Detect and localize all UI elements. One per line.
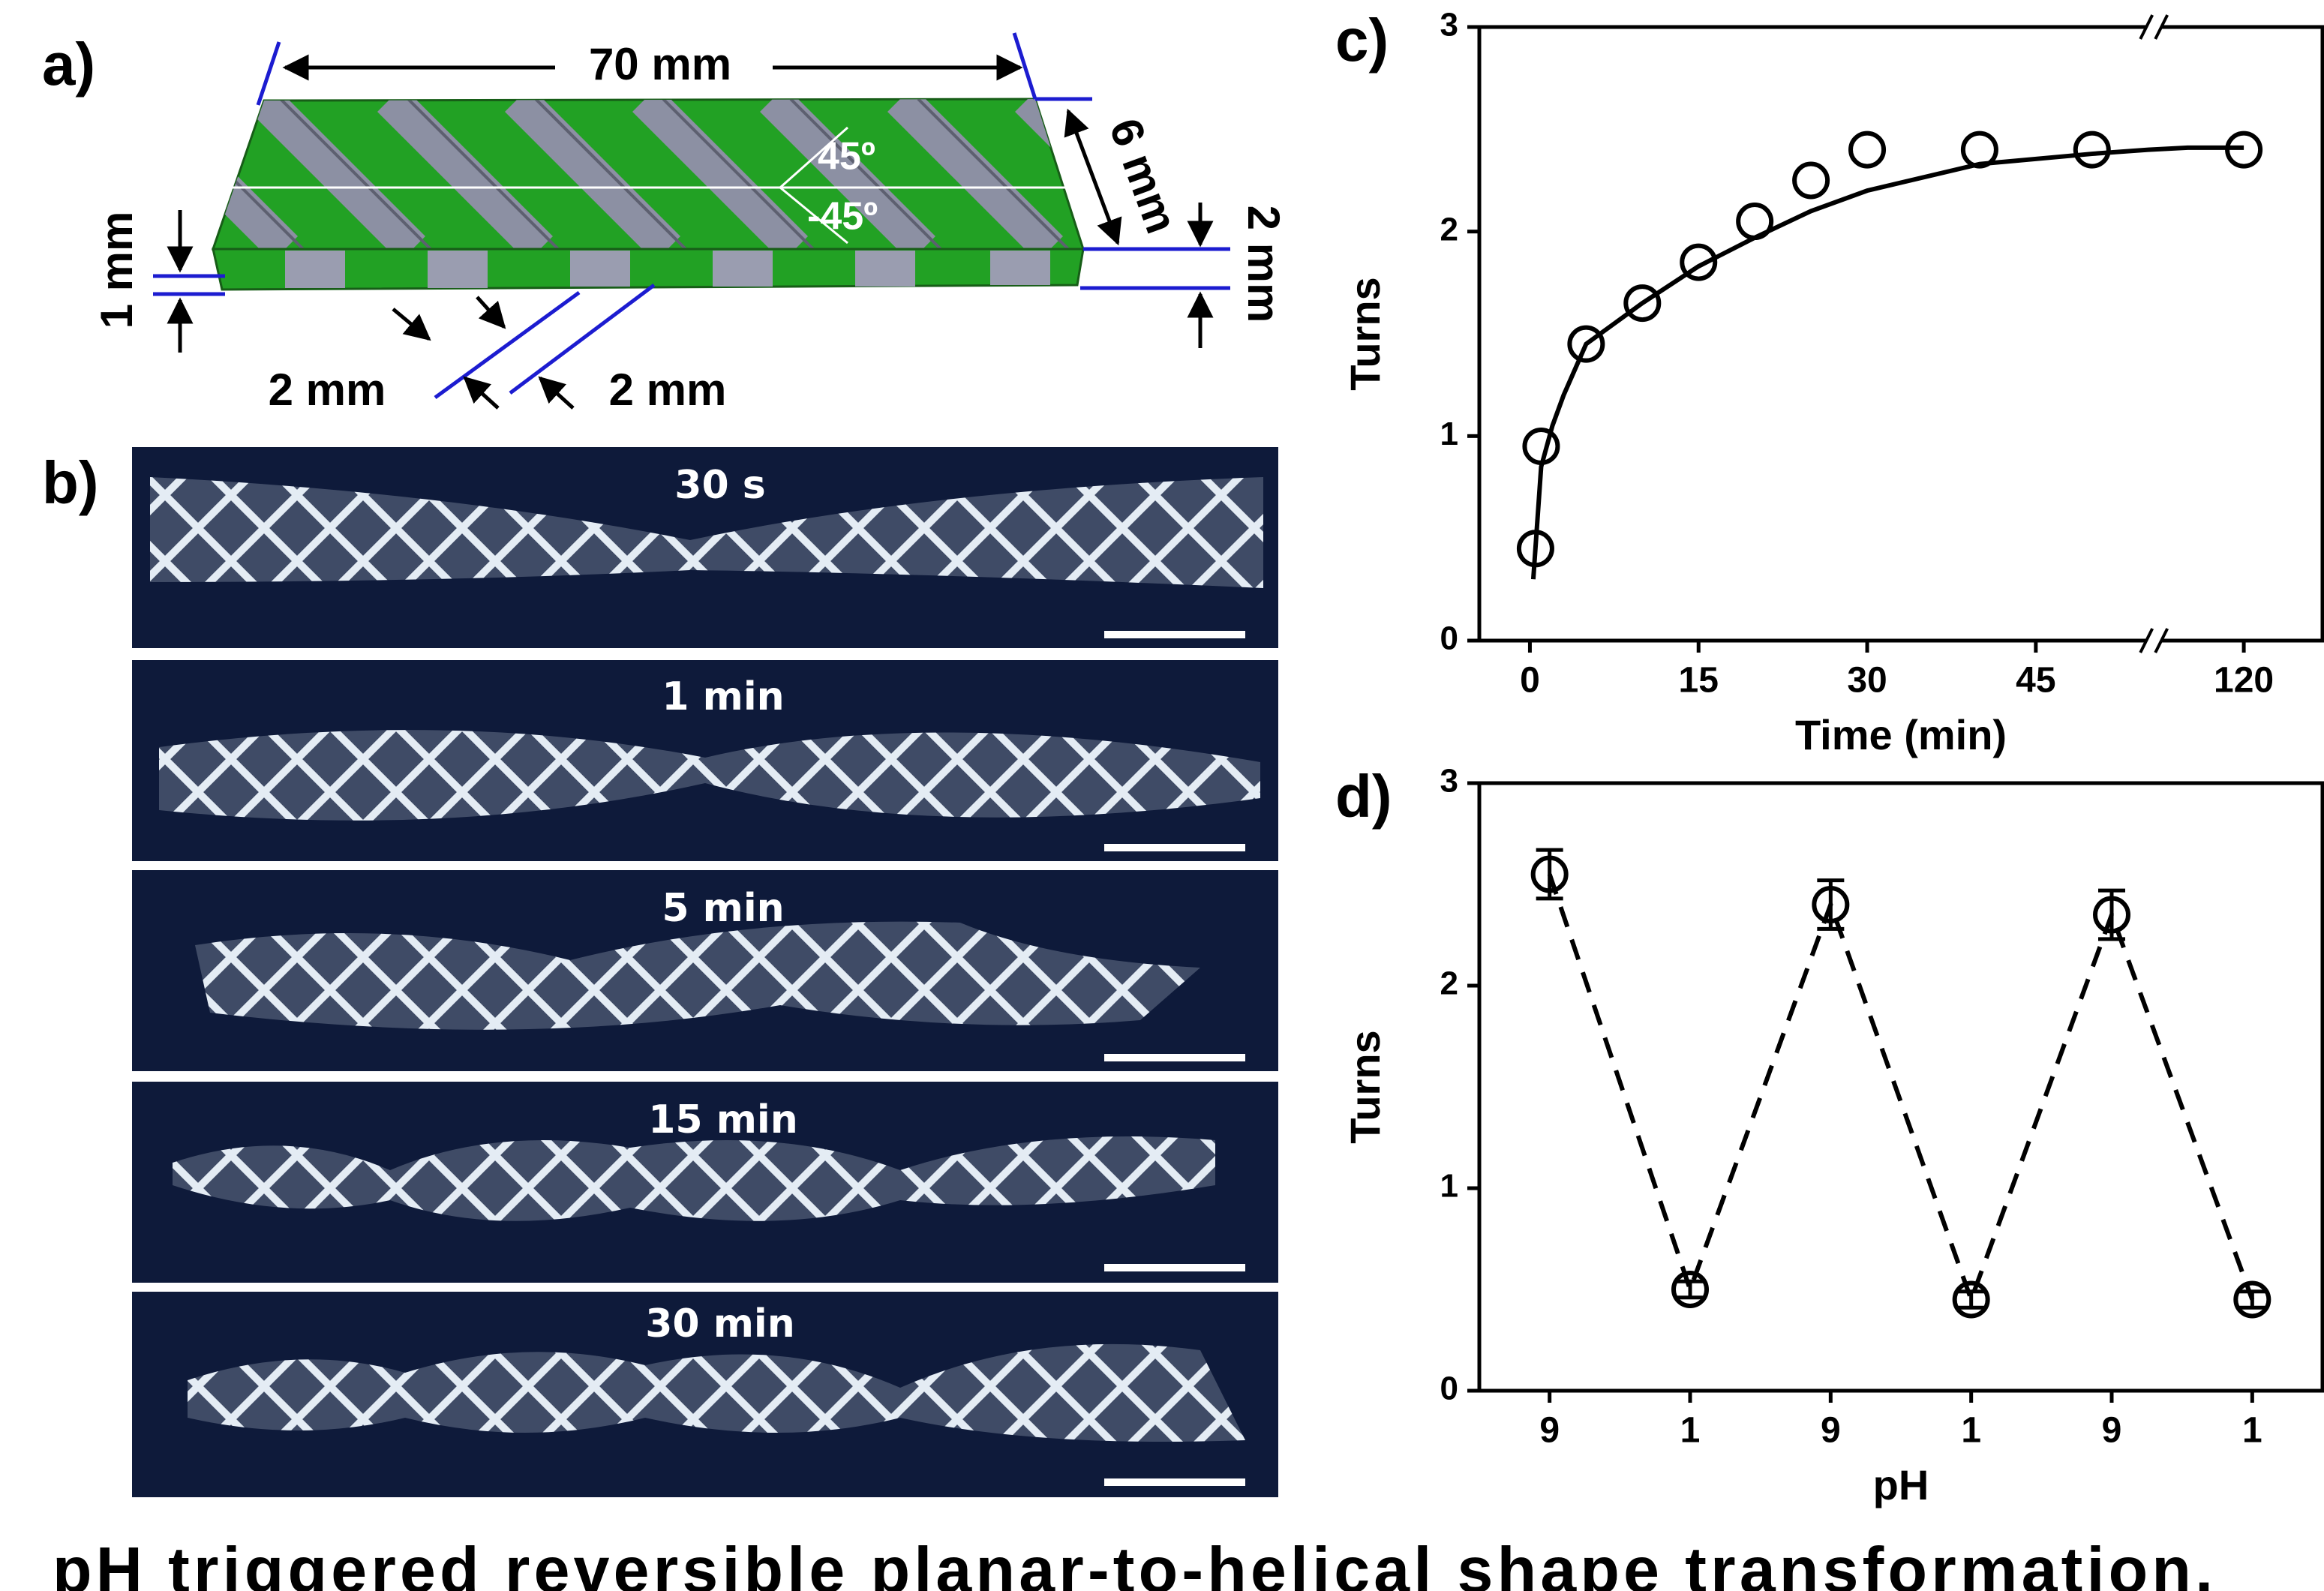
series-line: [1550, 875, 2253, 1300]
x-tick-label: 9: [1539, 1411, 1560, 1451]
data-point: [1851, 134, 1884, 167]
x-tick-label: 0: [1520, 661, 1540, 701]
data-point: [2076, 134, 2109, 167]
series-line: [1533, 148, 2244, 579]
y-tick-label: 1: [1440, 416, 1458, 452]
page: { "caption": "pH triggered reversible pl…: [0, 0, 2324, 1591]
dimension-label: 70 mm: [589, 39, 731, 89]
chart: d) Turns pH 0 1 2 3 9 1 9 1 9 1: [1335, 763, 2322, 1508]
dimension-label: 2 mm: [269, 365, 386, 415]
panel-label: c): [1335, 7, 1389, 74]
y-tick-label: 0: [1440, 620, 1458, 657]
y-tick-label: 0: [1440, 1370, 1458, 1407]
data-point: [1794, 164, 1827, 197]
photo-frame: 30 min: [132, 1292, 1278, 1497]
dimension-label: 2 mm: [609, 365, 727, 415]
dimension-label: 6 mm: [1100, 112, 1188, 239]
x-tick-label: 1: [1961, 1411, 1981, 1451]
panel-a: a) 45º -45º: [42, 31, 1289, 415]
frame-label: 15 min: [648, 1097, 798, 1142]
panel-label: b): [42, 449, 99, 516]
x-axis-title: Time (min): [1795, 711, 2007, 758]
frame-label: 1 min: [662, 674, 784, 719]
photo-frame: 30 s: [132, 447, 1278, 648]
y-tick-label: 3: [1440, 763, 1458, 800]
angle-label: 45º: [818, 135, 875, 179]
dimension-label: 1 mm: [92, 212, 142, 329]
photo-frame: 1 min: [132, 660, 1278, 861]
x-axis-title: pH: [1873, 1461, 1929, 1508]
photo-frame: 15 min: [132, 1082, 1278, 1283]
panel-label: d): [1335, 763, 1392, 830]
dimension-label: 2 mm: [1239, 206, 1289, 323]
y-tick-label: 3: [1440, 7, 1458, 44]
x-tick-label: 30: [1847, 661, 1887, 701]
data-point: [1524, 430, 1557, 463]
frame-label: 5 min: [662, 886, 784, 931]
x-tick-label: 1: [1680, 1411, 1701, 1451]
x-tick-label: 45: [2016, 661, 2055, 701]
error-bar: [2238, 1292, 2265, 1308]
frame-label: 30 min: [645, 1301, 795, 1346]
panel-label: a): [42, 31, 95, 98]
angle-label: -45º: [807, 195, 878, 239]
photo-frame: 5 min: [132, 870, 1278, 1071]
y-tick-label: 2: [1440, 965, 1458, 1002]
x-tick-label: 1: [2242, 1411, 2262, 1451]
caption: pH triggered reversible planar-to-helica…: [53, 1535, 2213, 1591]
x-tick-label: 15: [1679, 661, 1719, 701]
y-axis-title: Turns: [1341, 277, 1389, 390]
figure: a) 45º -45º: [0, 0, 2324, 1591]
y-tick-label: 1: [1440, 1168, 1458, 1205]
plot-frame: [1479, 783, 2322, 1391]
error-bar: [1958, 1292, 1985, 1308]
error-bar: [1677, 1281, 1704, 1298]
panel-b: b) 30 s 1 min 5 min 15 min: [42, 447, 1278, 1497]
y-axis-title: Turns: [1341, 1030, 1389, 1143]
y-tick-label: 2: [1440, 211, 1458, 248]
x-tick-label: 120: [2214, 661, 2274, 701]
x-tick-label: 9: [2102, 1411, 2122, 1451]
frame-label: 30 s: [674, 463, 765, 508]
x-tick-label: 9: [1821, 1411, 1841, 1451]
plot-frame: [1479, 27, 2322, 641]
